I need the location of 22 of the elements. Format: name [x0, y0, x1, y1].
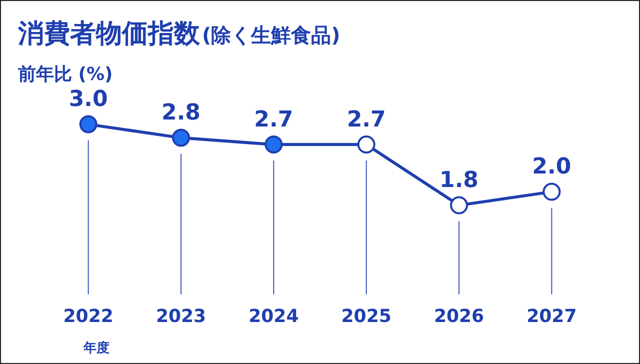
x-tick-label: 2024: [248, 306, 299, 327]
data-label: 3.0: [68, 87, 108, 112]
data-label: 2.0: [532, 154, 572, 180]
point: [450, 196, 468, 214]
x-axis-title: 年度: [82, 340, 110, 356]
point: [542, 182, 561, 201]
data-label: 1.8: [440, 168, 478, 194]
data-label: 2.8: [162, 100, 200, 126]
point: [79, 115, 98, 134]
data-label: 2.7: [346, 107, 386, 132]
x-tick-label: 2023: [156, 306, 206, 327]
chart-subtitle: (除く生鮮食品): [202, 23, 340, 47]
point: [172, 128, 190, 147]
y-axis-title: 前年比 (%): [18, 63, 113, 86]
point: [264, 136, 283, 154]
x-tick-label: 2027: [526, 306, 577, 327]
chart-title: 消費者物価指数: [18, 19, 200, 49]
x-tick-label: 2022: [63, 306, 114, 327]
data-label: 2.7: [254, 107, 294, 132]
x-tick-label: 2025: [341, 306, 392, 327]
x-tick-label: 2026: [434, 306, 484, 327]
point: [357, 136, 376, 154]
